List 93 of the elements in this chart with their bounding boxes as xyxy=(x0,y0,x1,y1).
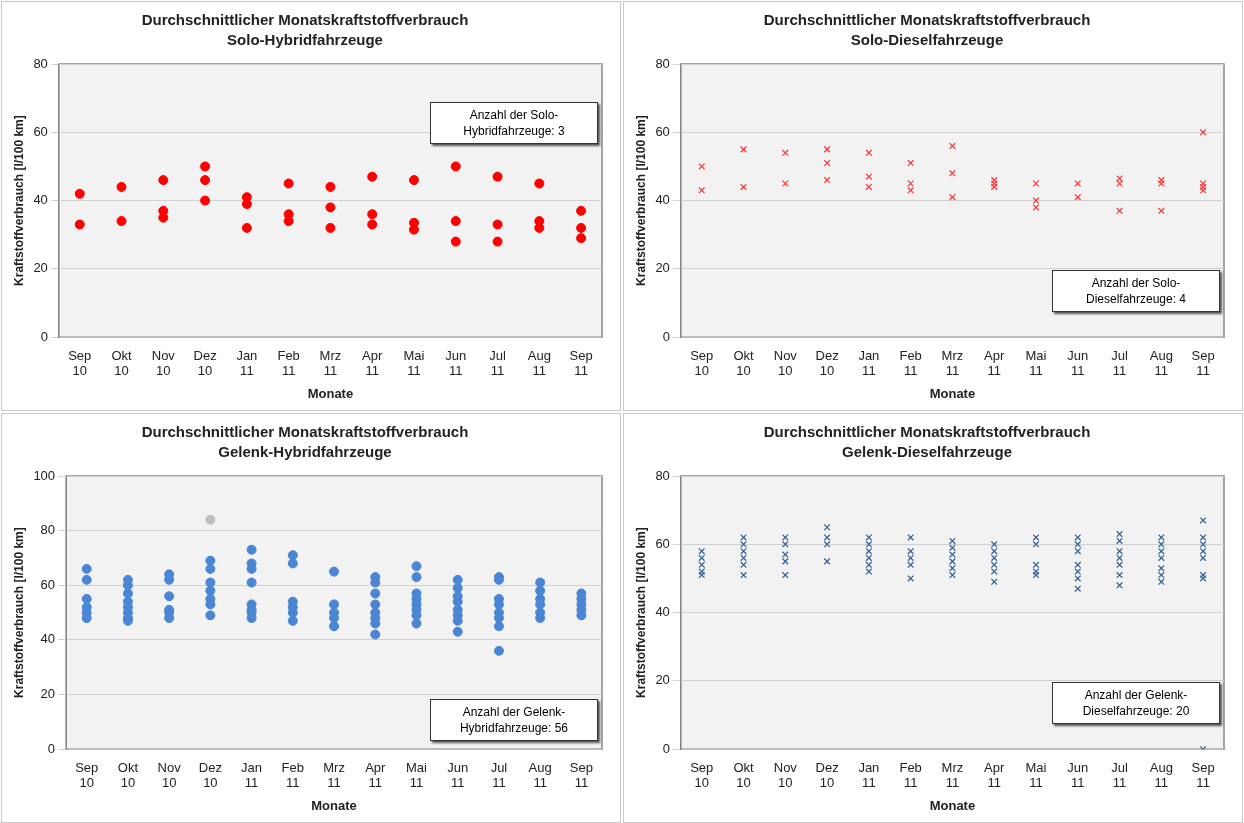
y-tick-label: 80 xyxy=(655,467,670,483)
y-tick-label: 60 xyxy=(40,576,56,592)
y-tick-label: 40 xyxy=(655,192,670,208)
x-tick-label: Jan 11 xyxy=(241,759,263,791)
y-tick-label: 40 xyxy=(655,604,670,620)
y-tick-label: 60 xyxy=(655,535,670,551)
x-tick-label: Sep 10 xyxy=(68,347,92,379)
y-axis-title: Kraftstoffverbrauch [l/100 km] xyxy=(11,527,26,698)
x-tick-label: Okt 10 xyxy=(733,347,755,379)
y-tick-label: 80 xyxy=(33,55,48,71)
chart-subtitle: Solo-Hybridfahrzeuge xyxy=(227,31,383,49)
x-tick-label: Feb 11 xyxy=(277,347,300,379)
x-tick-label: Jun 11 xyxy=(1067,759,1089,791)
x-tick-label: Jun 11 xyxy=(1067,347,1089,379)
x-tick-label: Jul 11 xyxy=(489,347,506,379)
x-tick-label: Jun 11 xyxy=(447,759,469,791)
note-box: Anzahl der Gelenk-Dieselfahrzeuge: 20 xyxy=(1052,682,1220,725)
x-axis-title: Monate xyxy=(929,385,976,401)
y-tick-label: 60 xyxy=(33,123,48,139)
x-tick-label: Mrz 11 xyxy=(319,347,342,379)
y-tick-label: 80 xyxy=(655,55,670,71)
x-tick-label: Dez 10 xyxy=(193,347,217,379)
chart-subtitle: Gelenk-Hybridfahrzeuge xyxy=(218,443,392,461)
y-tick-label: 20 xyxy=(655,260,670,276)
chart-title: Durchschnittlicher Monatskraftstoffverbrauch xyxy=(141,423,469,441)
x-tick-label: Mai 11 xyxy=(1025,347,1047,379)
x-tick-label: Sep 10 xyxy=(75,759,99,791)
y-tick-label: 40 xyxy=(33,192,48,208)
x-tick-label: Sep 11 xyxy=(1191,347,1215,379)
y-tick-label: 20 xyxy=(33,260,48,276)
x-tick-label: Jun 11 xyxy=(445,347,467,379)
y-tick-label: 0 xyxy=(40,328,48,344)
y-tick-label: 20 xyxy=(40,686,56,702)
y-tick-label: 100 xyxy=(33,467,56,483)
x-tick-label: Feb 11 xyxy=(899,759,922,791)
x-tick-label: Aug 11 xyxy=(1149,347,1173,379)
x-tick-label: Jul 11 xyxy=(1111,347,1128,379)
x-tick-label: Sep 10 xyxy=(690,759,714,791)
chart-title: Durchschnittlicher Monatskraftstoffverbrauch xyxy=(763,11,1091,29)
x-tick-label: Jan 11 xyxy=(858,759,880,791)
x-tick-label: Mai 11 xyxy=(1025,759,1047,791)
x-tick-label: Sep 10 xyxy=(690,347,714,379)
x-axis-title: Monate xyxy=(311,797,357,813)
note-box: Anzahl der Solo-Dieselfahrzeuge: 4 xyxy=(1052,270,1220,313)
x-tick-label: Jul 11 xyxy=(490,759,508,791)
note-box: Anzahl der Solo-Hybridfahrzeuge: 3 xyxy=(430,102,598,145)
x-tick-label: Mrz 11 xyxy=(323,759,345,791)
x-tick-label: Mai 11 xyxy=(406,759,428,791)
x-tick-label: Sep 11 xyxy=(569,759,593,791)
y-tick-label: 80 xyxy=(40,522,56,538)
x-tick-label: Dez 10 xyxy=(198,759,222,791)
x-tick-label: Apr 11 xyxy=(984,759,1005,791)
x-tick-label: Okt 10 xyxy=(117,759,139,791)
x-tick-label: Nov 10 xyxy=(773,347,798,379)
note-box: Anzahl der Gelenk-Hybridfahrzeuge: 56 xyxy=(430,699,598,742)
x-tick-label: Jan 11 xyxy=(858,347,880,379)
x-tick-label: Mai 11 xyxy=(403,347,425,379)
x-tick-label: Aug 11 xyxy=(1149,759,1173,791)
x-tick-label: Nov 10 xyxy=(157,759,182,791)
x-tick-label: Nov 10 xyxy=(773,759,798,791)
y-tick-label: 40 xyxy=(40,631,56,647)
y-tick-label: 0 xyxy=(662,328,670,344)
x-tick-label: Sep 11 xyxy=(1191,759,1215,791)
x-tick-label: Jan 11 xyxy=(236,347,258,379)
x-tick-label: Feb 11 xyxy=(899,347,922,379)
x-tick-label: Dez 10 xyxy=(815,759,839,791)
x-tick-label: Aug 11 xyxy=(528,759,552,791)
x-axis-title: Monate xyxy=(929,797,976,813)
x-tick-label: Okt 10 xyxy=(733,759,755,791)
chart-title: Durchschnittlicher Monatskraftstoffverbrauch xyxy=(763,423,1091,441)
x-tick-label: Apr 11 xyxy=(362,347,383,379)
y-tick-label: 60 xyxy=(655,123,670,139)
x-tick-label: Apr 11 xyxy=(365,759,387,791)
x-tick-label: Mrz 11 xyxy=(941,759,964,791)
chart-subtitle: Solo-Dieselfahrzeuge xyxy=(850,31,1004,49)
x-tick-label: Jul 11 xyxy=(1111,759,1128,791)
y-axis-title: Kraftstoffverbrauch [l/100 km] xyxy=(633,115,648,286)
chart-subtitle: Gelenk-Dieselfahrzeuge xyxy=(841,443,1013,461)
y-tick-label: 20 xyxy=(655,672,670,688)
x-axis-title: Monate xyxy=(307,385,354,401)
y-tick-label: 0 xyxy=(662,740,670,756)
x-tick-label: Dez 10 xyxy=(815,347,839,379)
y-tick-label: 0 xyxy=(47,740,56,756)
x-tick-label: Feb 11 xyxy=(281,759,305,791)
x-tick-label: Okt 10 xyxy=(111,347,133,379)
x-tick-label: Nov 10 xyxy=(151,347,176,379)
x-tick-label: Mrz 11 xyxy=(941,347,964,379)
x-tick-label: Aug 11 xyxy=(527,347,551,379)
y-axis-title: Kraftstoffverbrauch [l/100 km] xyxy=(11,115,26,286)
y-axis-title: Kraftstoffverbrauch [l/100 km] xyxy=(633,527,648,698)
x-tick-label: Apr 11 xyxy=(984,347,1005,379)
x-tick-label: Sep 11 xyxy=(569,347,593,379)
chart-title: Durchschnittlicher Monatskraftstoffverbrauch xyxy=(141,11,469,29)
